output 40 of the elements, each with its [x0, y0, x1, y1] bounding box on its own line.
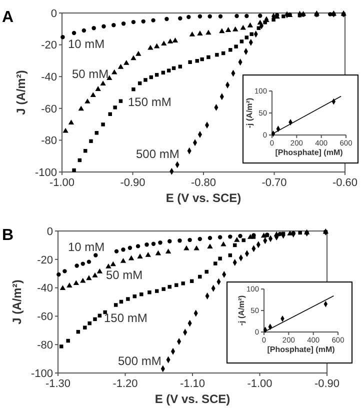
x-tick-label: -1.10 [180, 378, 206, 390]
x-tick-label: -0.60 [332, 177, 358, 189]
x-tick-label: -0.70 [262, 177, 287, 189]
y-axis-title: J (A/m²) [14, 70, 28, 115]
series-label: 500 mM [136, 147, 180, 161]
x-axis-title: E (V vs. SCE) [166, 191, 242, 205]
series-label: 10 mM [68, 37, 105, 51]
x-tick-label: -1.00 [49, 177, 75, 189]
x-axis-title: E (V vs. SCE) [154, 392, 230, 406]
y-tick-label: -100 [34, 166, 57, 179]
x-tick-label: -0.90 [120, 177, 146, 189]
x-tick-label: -0.80 [190, 177, 216, 189]
y-tick-label: -60 [41, 103, 57, 116]
x-tick-label: -0.90 [314, 378, 340, 390]
series-label: 500 mM [118, 354, 162, 368]
series-label: 10 mM [68, 240, 105, 254]
x-tick-label: -1.20 [112, 378, 138, 390]
series-label: 150 mM [104, 311, 148, 325]
x-axis-title: [Phosphate] (mM) [275, 148, 344, 157]
series-label: 50 mM [72, 67, 109, 81]
y-tick-label: -40 [37, 282, 53, 295]
y-tick-label: -20 [37, 254, 53, 266]
x-tick-label: -1.30 [45, 378, 71, 390]
y-axis-title: -j (A/m²) [237, 295, 246, 326]
y-tick-label: -80 [37, 339, 53, 352]
y-tick-label: -80 [41, 135, 57, 148]
y-tick-label: -20 [41, 40, 57, 52]
y-axis-title: J (A/m²) [10, 280, 24, 324]
chart-title: A [2, 9, 14, 26]
y-tick-label: 0 [46, 226, 53, 238]
x-tick-label: -1.00 [247, 378, 272, 390]
y-tick-label: -60 [37, 311, 53, 324]
series-label: 50 mM [106, 268, 143, 282]
y-tick-label: -40 [41, 71, 57, 84]
y-axis-title: -j (A/m²) [245, 98, 254, 128]
series-label: 150 mM [128, 95, 172, 109]
y-tick-label: -100 [30, 368, 53, 380]
chart-title: B [2, 227, 14, 244]
x-axis-title: [Phosphate] (mM) [267, 345, 336, 354]
y-tick-label: 0 [50, 8, 57, 20]
